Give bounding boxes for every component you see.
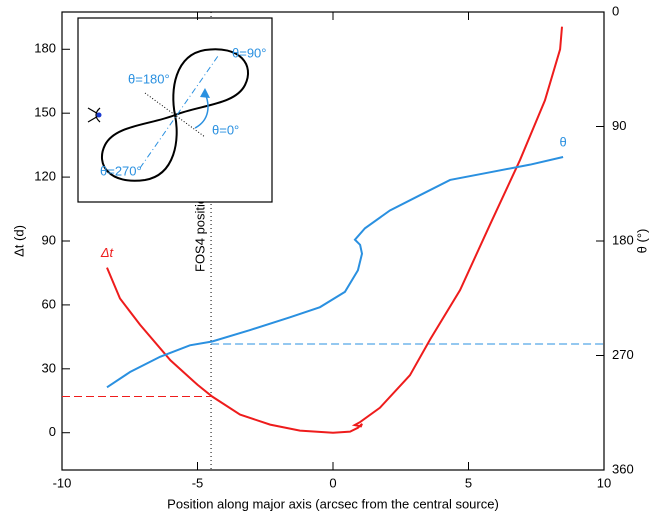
y2-tick-label: 0 bbox=[612, 3, 619, 18]
series-label: Δt bbox=[100, 245, 115, 260]
inset-label: θ=270° bbox=[100, 163, 142, 178]
lobe bbox=[100, 113, 178, 182]
y2-axis-label: θ (°) bbox=[634, 229, 649, 254]
x-tick-label: -10 bbox=[53, 475, 72, 490]
y2-tick-label: 90 bbox=[612, 118, 626, 133]
y-tick-label: 150 bbox=[34, 105, 56, 120]
x-tick-label: 5 bbox=[465, 475, 472, 490]
series-label: θ bbox=[559, 134, 566, 149]
inset-label: θ=90° bbox=[232, 45, 266, 60]
inset-label: θ=0° bbox=[212, 122, 239, 137]
y-tick-label: 30 bbox=[42, 360, 56, 375]
inset: θ=90° θ=180° θ=0° θ=270° bbox=[77, 17, 273, 203]
axis-line bbox=[139, 55, 219, 169]
y-tick-label: 180 bbox=[34, 41, 56, 56]
series-line bbox=[106, 26, 563, 434]
y2-tick-label: 360 bbox=[612, 461, 634, 476]
x-tick-label: 10 bbox=[597, 475, 611, 490]
y-tick-label: 90 bbox=[42, 232, 56, 247]
y2-tick-label: 270 bbox=[612, 347, 634, 362]
arrow-head bbox=[200, 88, 210, 98]
fos4-label: FOS4 position bbox=[192, 190, 207, 272]
y2-tick-label: 180 bbox=[612, 232, 634, 247]
y-tick-label: 60 bbox=[42, 296, 56, 311]
x-axis-label: Position along major axis (arcsec from t… bbox=[167, 496, 499, 511]
y-tick-label: 120 bbox=[34, 169, 56, 184]
inset-label: θ=180° bbox=[128, 71, 170, 86]
x-tick-label: -5 bbox=[192, 475, 204, 490]
lobe bbox=[172, 48, 250, 117]
x-tick-label: 0 bbox=[329, 475, 336, 490]
eye-pupil bbox=[96, 112, 102, 118]
y-tick-label: 0 bbox=[49, 424, 56, 439]
series-line bbox=[106, 156, 564, 389]
perp-line bbox=[144, 92, 206, 138]
y-axis-label: Δt (d) bbox=[11, 225, 26, 257]
